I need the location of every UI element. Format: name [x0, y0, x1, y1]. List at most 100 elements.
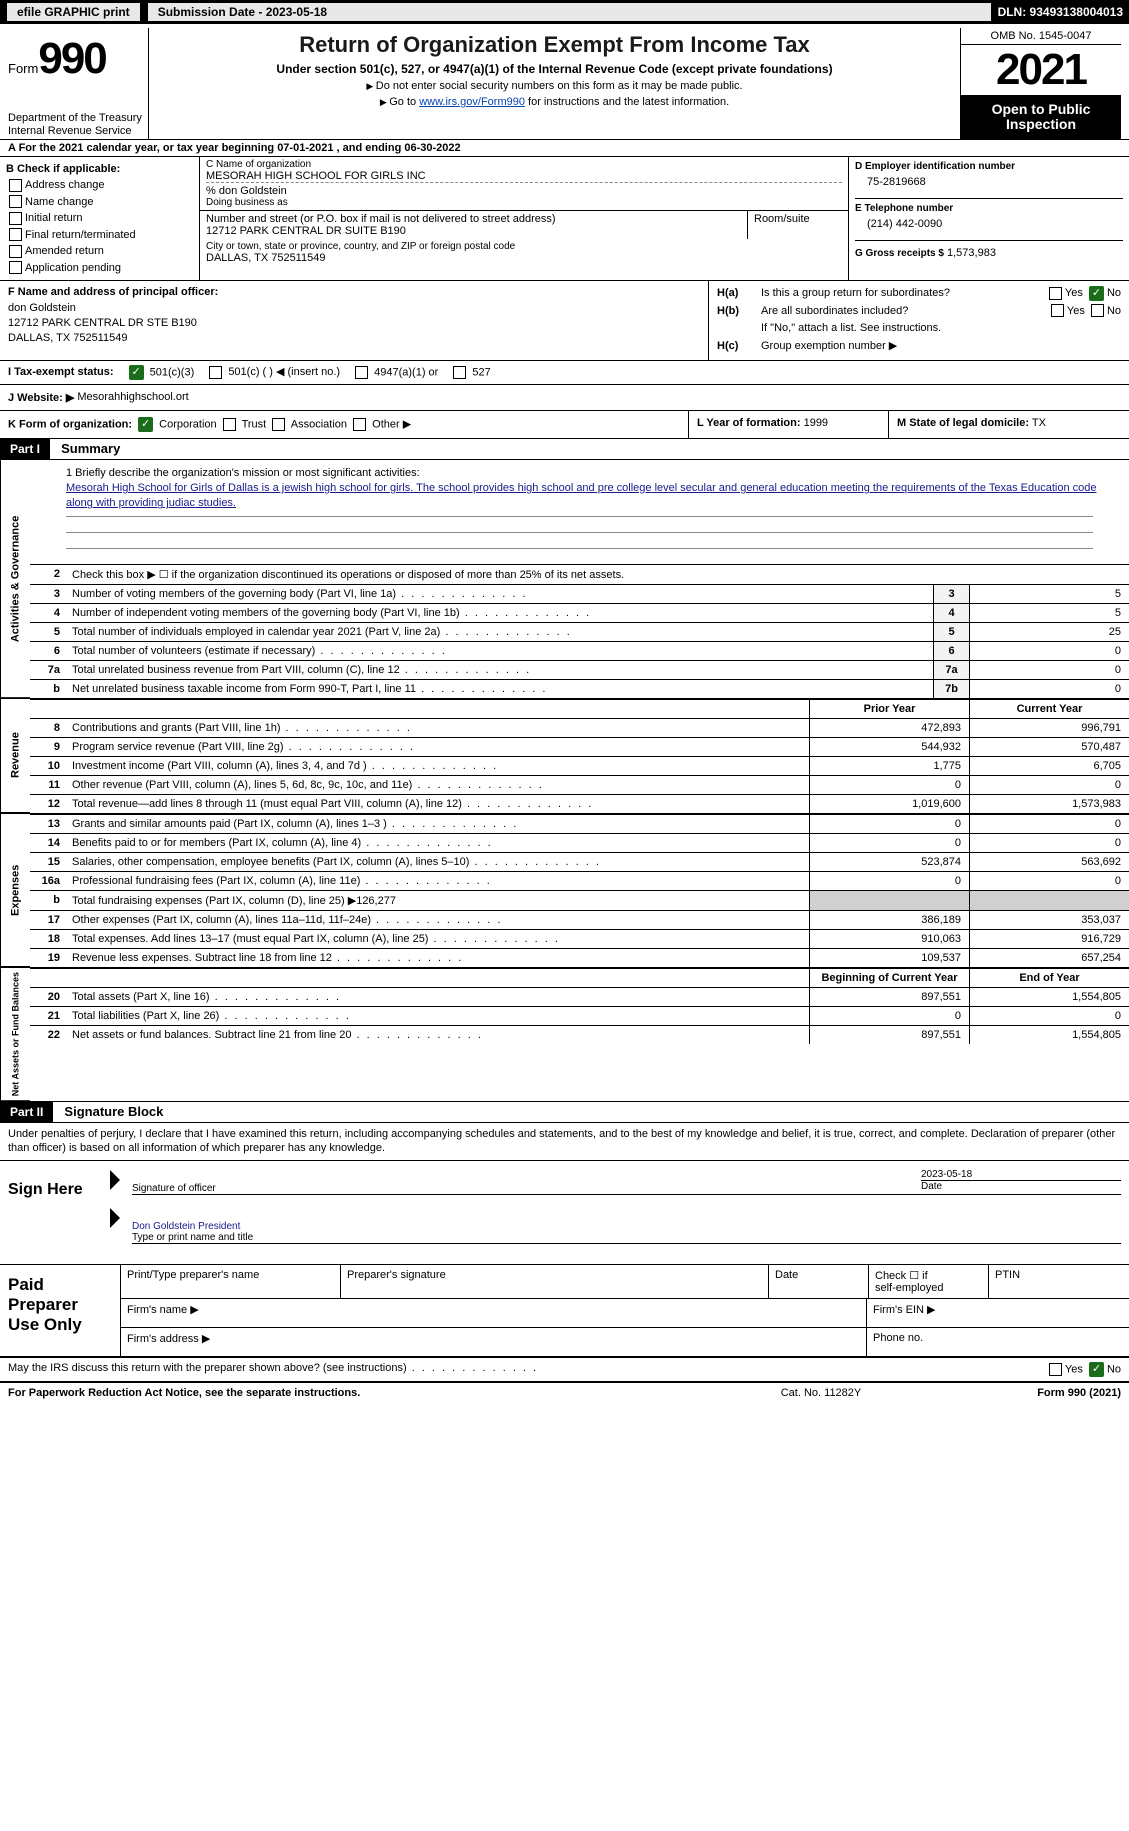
row-k-l-m: K Form of organization: Corporation Trus… — [0, 411, 1129, 439]
c-city-lbl: City or town, state or province, country… — [206, 241, 842, 252]
cb-irs-no[interactable] — [1089, 1362, 1104, 1377]
rev-header: Prior Year Current Year — [30, 699, 1129, 718]
d-ein-val: 75-2819668 — [855, 172, 1123, 198]
c-dba-lbl: Doing business as — [206, 197, 842, 208]
page-footer: For Paperwork Reduction Act Notice, see … — [0, 1383, 1129, 1403]
row-j-website: J Website: ▶ Mesorahhighschool.ort — [0, 384, 1129, 411]
f-name: don Goldstein — [8, 301, 700, 316]
c-city-val: DALLAS, TX 752511549 — [206, 252, 842, 264]
c-street-lbl: Number and street (or P.O. box if mail i… — [206, 213, 741, 225]
sig-officer-field[interactable]: Signature of officer — [132, 1169, 921, 1195]
cb-amended-return[interactable] — [9, 245, 22, 258]
cb-hb-yes[interactable] — [1051, 304, 1064, 317]
summary-line: 16aProfessional fundraising fees (Part I… — [30, 871, 1129, 890]
paid-prep-label: Paid Preparer Use Only — [0, 1265, 120, 1356]
summary-line: 17Other expenses (Part IX, column (A), l… — [30, 910, 1129, 929]
prep-selfemp[interactable]: Check ☐ ifself-employed — [869, 1265, 989, 1298]
row-f-h: F Name and address of principal officer:… — [0, 280, 1129, 359]
form-subtitle: Under section 501(c), 527, or 4947(a)(1)… — [159, 62, 950, 76]
f-addr1: 12712 PARK CENTRAL DR STE B190 — [8, 316, 700, 331]
sign-here-label: Sign Here — [0, 1161, 100, 1264]
form-number: 990 — [38, 34, 105, 83]
sig-arrow-icon — [108, 1169, 132, 1195]
k-lbl: K Form of organization: — [8, 418, 132, 430]
cb-ha-yes[interactable] — [1049, 287, 1062, 300]
summary-rev: Revenue Prior Year Current Year 8Contrib… — [0, 699, 1129, 814]
vtab-expenses: Expenses — [0, 814, 30, 967]
sig-name-field[interactable]: Don Goldstein PresidentType or print nam… — [132, 1207, 1121, 1244]
summary-line: 10Investment income (Part VIII, column (… — [30, 756, 1129, 775]
cb-trust[interactable] — [223, 418, 236, 431]
col-b-checkboxes: B Check if applicable: Address change Na… — [0, 157, 200, 281]
cb-corp[interactable] — [138, 417, 153, 432]
form-title: Return of Organization Exempt From Incom… — [159, 32, 950, 58]
omb-number: OMB No. 1545-0047 — [961, 28, 1121, 45]
cb-other[interactable] — [353, 418, 366, 431]
c-room-lbl: Room/suite — [754, 213, 842, 225]
prep-firm-name[interactable]: Firm's name ▶ — [121, 1299, 867, 1327]
summary-line: 22Net assets or fund balances. Subtract … — [30, 1025, 1129, 1044]
irs-link[interactable]: www.irs.gov/Form990 — [419, 96, 525, 108]
prep-date[interactable]: Date — [769, 1265, 869, 1298]
cb-address-change[interactable] — [9, 179, 22, 192]
cb-501c[interactable] — [209, 366, 222, 379]
sig-date-field[interactable]: 2023-05-18Date — [921, 1169, 1121, 1195]
summary-line: 18Total expenses. Add lines 13–17 (must … — [30, 929, 1129, 948]
summary-line: 2Check this box ▶ ☐ if the organization … — [30, 564, 1129, 584]
cb-4947[interactable] — [355, 366, 368, 379]
efile-button[interactable]: efile GRAPHIC print — [6, 2, 141, 22]
summary-line: 21Total liabilities (Part X, line 26)00 — [30, 1006, 1129, 1025]
summary-line: 15Salaries, other compensation, employee… — [30, 852, 1129, 871]
sign-here-block: Sign Here Signature of officer 2023-05-1… — [0, 1161, 1129, 1265]
col-f-officer: F Name and address of principal officer:… — [0, 281, 709, 359]
summary-line: bTotal fundraising expenses (Part IX, co… — [30, 890, 1129, 910]
prep-sig[interactable]: Preparer's signature — [341, 1265, 769, 1298]
prep-phone[interactable]: Phone no. — [867, 1328, 1129, 1356]
f-addr2: DALLAS, TX 752511549 — [8, 331, 700, 346]
mission-text: Mesorah High School for Girls of Dallas … — [66, 481, 1121, 512]
b-title: B Check if applicable: — [6, 161, 193, 178]
cb-501c3[interactable] — [129, 365, 144, 380]
form-prefix: Form — [8, 61, 38, 76]
cb-name-change[interactable] — [9, 195, 22, 208]
j-val: Mesorahhighschool.ort — [77, 391, 188, 404]
form-note1: Do not enter social security numbers on … — [159, 80, 950, 92]
g-gross-lbl: G Gross receipts $ — [855, 248, 944, 259]
irs-discuss-row: May the IRS discuss this return with the… — [0, 1358, 1129, 1383]
form-header: Form990 Department of the Treasury Inter… — [0, 24, 1129, 139]
vtab-netassets: Net Assets or Fund Balances — [0, 968, 30, 1101]
summary-line: bNet unrelated business taxable income f… — [30, 679, 1129, 698]
cb-assoc[interactable] — [272, 418, 285, 431]
c-name-val: MESORAH HIGH SCHOOL FOR GIRLS INC — [206, 170, 842, 182]
g-gross-val: 1,573,983 — [947, 247, 996, 259]
row-a-calendar: A For the 2021 calendar year, or tax yea… — [0, 139, 1129, 156]
c-care: % don Goldstein — [206, 182, 842, 197]
summary-line: 11Other revenue (Part VIII, column (A), … — [30, 775, 1129, 794]
col-d-ein: D Employer identification number 75-2819… — [849, 157, 1129, 281]
cb-final-return[interactable] — [9, 228, 22, 241]
cb-initial-return[interactable] — [9, 212, 22, 225]
summary-line: 5Total number of individuals employed in… — [30, 622, 1129, 641]
e-tel-lbl: E Telephone number — [855, 198, 1123, 214]
na-header: Beginning of Current Year End of Year — [30, 968, 1129, 987]
part2-header: Part II Signature Block — [0, 1102, 1129, 1123]
j-lbl: J Website: ▶ — [8, 391, 74, 404]
cb-app-pending[interactable] — [9, 261, 22, 274]
vtab-revenue: Revenue — [0, 699, 30, 813]
open-to-public: Open to Public Inspection — [961, 96, 1121, 139]
cb-527[interactable] — [453, 366, 466, 379]
prep-firm-ein[interactable]: Firm's EIN ▶ — [867, 1299, 1129, 1327]
prep-ptin[interactable]: PTIN — [989, 1265, 1129, 1298]
prep-firm-addr[interactable]: Firm's address ▶ — [121, 1328, 867, 1356]
submission-button[interactable]: Submission Date - 2023-05-18 — [147, 2, 992, 22]
cb-ha-no[interactable] — [1089, 286, 1104, 301]
sig-intro: Under penalties of perjury, I declare th… — [0, 1123, 1129, 1161]
e-tel-val: (214) 442-0090 — [855, 214, 1123, 240]
summary-line: 13Grants and similar amounts paid (Part … — [30, 814, 1129, 833]
summary-line: 7aTotal unrelated business revenue from … — [30, 660, 1129, 679]
prep-name[interactable]: Print/Type preparer's name — [121, 1265, 341, 1298]
cb-hb-no[interactable] — [1091, 304, 1104, 317]
cb-irs-yes[interactable] — [1049, 1363, 1062, 1376]
tax-year: 2021 — [961, 45, 1121, 96]
summary-line: 12Total revenue—add lines 8 through 11 (… — [30, 794, 1129, 813]
